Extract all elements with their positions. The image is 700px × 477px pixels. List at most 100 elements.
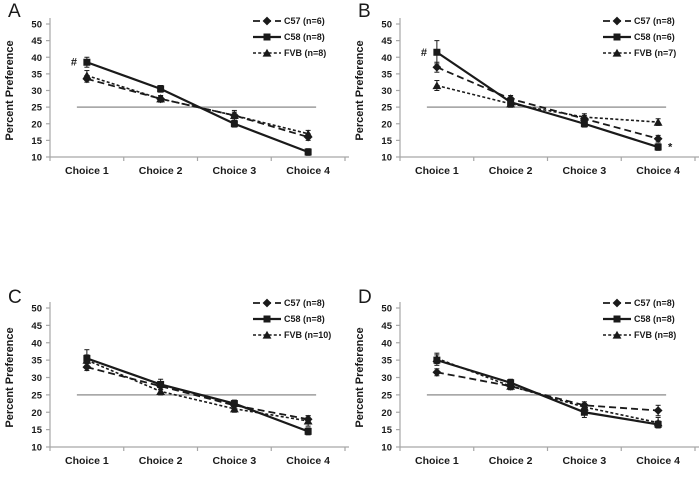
square-marker — [263, 315, 271, 323]
y-tick-label: 35 — [381, 69, 392, 80]
triangle-marker — [579, 402, 589, 411]
y-tick-label: 25 — [31, 103, 42, 114]
chart-B: 10 15 20 25 30 35 40 45 50 Choice 1 Choice 2 Choice… — [354, 16, 699, 177]
x-category-label: Choice 1 — [415, 165, 459, 177]
panel-letter-D: D — [358, 287, 372, 308]
y-tick-label: 20 — [381, 119, 392, 130]
triangle-marker — [262, 48, 272, 57]
square-marker — [580, 120, 588, 128]
panel-A: A 10 15 20 25 30 35 40 45 50 Choice 1 Choice 2 Choi… — [0, 0, 350, 240]
y-tick-label: 40 — [381, 53, 392, 64]
y-tick-label: 30 — [381, 86, 392, 97]
y-tick-label: 45 — [31, 36, 42, 47]
y-tick-label: 15 — [31, 136, 42, 147]
y-axis-title: Percent Preference — [354, 40, 366, 140]
series-line — [86, 61, 309, 154]
triangle-marker — [262, 330, 272, 339]
triangle-marker — [303, 416, 313, 425]
y-tick-label: 40 — [381, 338, 392, 349]
y-tick-label: 35 — [31, 69, 42, 80]
diamond-marker — [653, 134, 663, 144]
x-category-label: Choice 3 — [212, 165, 256, 177]
series-line — [436, 66, 659, 140]
y-tick-label: 15 — [31, 425, 42, 436]
y-tick-label: 20 — [381, 408, 392, 419]
y-tick-label: 40 — [31, 338, 42, 349]
triangle-marker — [653, 418, 663, 427]
triangle-marker — [612, 330, 622, 339]
square-marker — [230, 400, 238, 408]
panel-letter-A: A — [8, 1, 21, 22]
legend-item-label: C58 (n=8) — [634, 314, 675, 324]
square-marker — [613, 33, 621, 41]
y-axis-title: Percent Preference — [4, 40, 16, 140]
series-line — [86, 74, 309, 135]
y-tick-label: 20 — [31, 119, 42, 130]
diamond-marker — [612, 16, 622, 26]
y-tick-label: 50 — [31, 20, 42, 31]
y-tick-label: 10 — [381, 443, 392, 454]
y-tick-label: 15 — [381, 136, 392, 147]
x-category-label: Choice 1 — [65, 165, 109, 177]
y-tick-label: 25 — [381, 390, 392, 401]
series-line — [86, 359, 309, 422]
y-tick-label: 35 — [31, 356, 42, 367]
x-category-label: Choice 4 — [636, 165, 680, 177]
legend-item-label: FVB (n=8) — [284, 48, 326, 58]
legend-item-label: C58 (n=8) — [284, 314, 325, 324]
legend-item-label: FVB (n=8) — [634, 330, 676, 340]
significance-annotation: # — [71, 57, 77, 69]
square-marker — [433, 48, 441, 56]
y-axis-title: Percent Preference — [4, 327, 16, 427]
panel-C: C 10 15 20 25 30 35 40 45 50 Choice 1 Choice 2 Choi… — [0, 240, 350, 477]
x-category-label: Choice 4 — [636, 455, 680, 467]
triangle-marker — [82, 355, 92, 364]
triangle-marker — [82, 71, 92, 80]
triangle-marker — [156, 94, 166, 103]
y-tick-label: 10 — [31, 153, 42, 164]
y-tick-label: 50 — [31, 304, 42, 315]
y-tick-label: 40 — [31, 53, 42, 64]
y-tick-label: 50 — [381, 20, 392, 31]
diamond-marker — [262, 16, 272, 26]
legend-item-label: C57 (n=8) — [634, 298, 675, 308]
y-tick-label: 10 — [381, 153, 392, 164]
y-tick-label: 10 — [31, 443, 42, 454]
triangle-marker — [653, 117, 663, 126]
square-marker — [304, 427, 312, 435]
square-marker — [83, 58, 91, 66]
legend-item-label: C58 (n=8) — [284, 32, 325, 42]
panel-D: D 10 15 20 25 30 35 40 45 50 Choice 1 Choice 2 Choi… — [350, 240, 700, 477]
significance-annotation: # — [421, 47, 427, 59]
square-marker — [157, 380, 165, 388]
chart-D: 10 15 20 25 30 35 40 45 50 Choice 1 Choice 2 Choice… — [354, 298, 699, 467]
triangle-marker — [432, 354, 442, 362]
square-marker — [580, 408, 588, 416]
legend-item-label: FVB (n=7) — [634, 48, 676, 58]
y-tick-label: 30 — [31, 86, 42, 97]
triangle-marker — [303, 129, 313, 138]
x-category-label: Choice 3 — [562, 165, 606, 177]
legend-item-label: C57 (n=6) — [284, 16, 325, 26]
y-tick-label: 15 — [381, 425, 392, 436]
diamond-marker — [612, 298, 622, 308]
y-tick-label: 50 — [381, 304, 392, 315]
triangle-marker — [579, 112, 589, 121]
y-tick-label: 25 — [31, 390, 42, 401]
square-marker — [157, 85, 165, 93]
legend-item-label: FVB (n=10) — [284, 330, 331, 340]
x-category-label: Choice 3 — [212, 455, 256, 467]
y-tick-label: 20 — [31, 408, 42, 419]
square-marker — [304, 148, 312, 156]
legend-item-label: C58 (n=6) — [634, 32, 675, 42]
x-category-label: Choice 3 — [562, 455, 606, 467]
diamond-marker — [432, 367, 442, 377]
x-category-label: Choice 4 — [286, 455, 330, 467]
panel-letter-B: B — [358, 1, 371, 22]
triangle-marker — [432, 81, 442, 90]
series-line — [436, 357, 659, 424]
triangle-marker — [229, 404, 239, 413]
triangle-marker — [229, 111, 239, 120]
series-line — [436, 359, 659, 426]
